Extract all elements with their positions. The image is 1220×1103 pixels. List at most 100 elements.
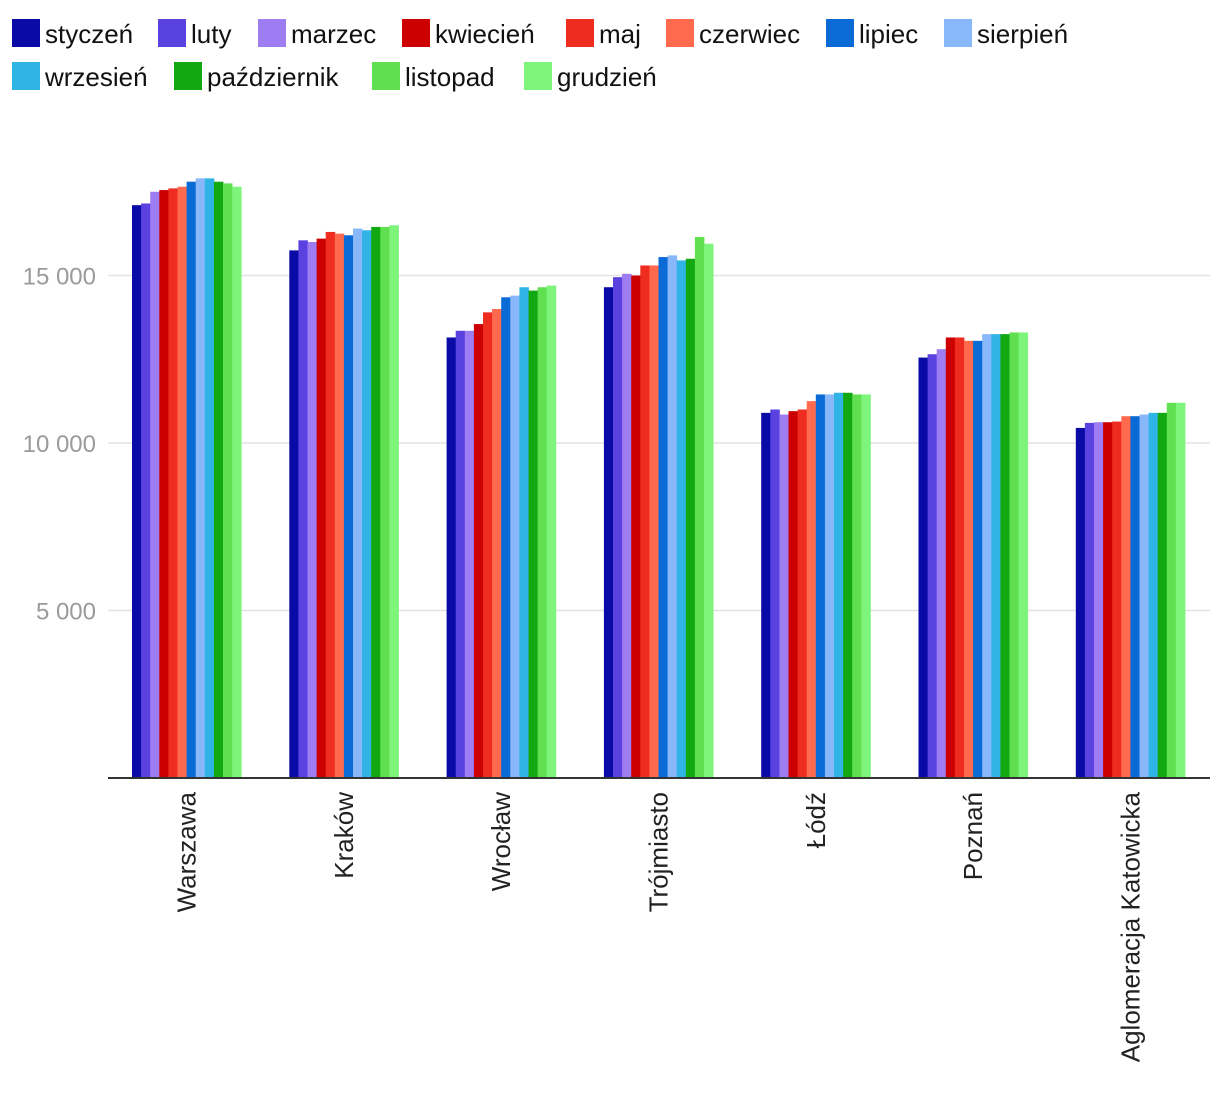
bar-warszawa-kwiecien[interactable] [159,190,169,778]
bar-poznan-grudzien[interactable] [1018,332,1029,778]
bar-aglomeracja-katowicka-kwiecien[interactable] [1103,422,1113,778]
bar-lodz-maj[interactable] [797,409,808,779]
legend-item-marzec[interactable]: marzec [258,19,376,49]
legend-item-wrzesien[interactable]: wrzesień [12,62,148,92]
bar-trojmiasto-maj[interactable] [640,265,650,778]
bar-trojmiasto-grudzien[interactable] [704,243,714,779]
bar-lodz-kwiecien[interactable] [788,411,799,778]
legend-item-styczen[interactable]: styczeń [12,19,133,49]
legend-item-grudzien[interactable]: grudzień [524,62,657,92]
bar-warszawa-wrzesien[interactable] [204,178,215,779]
bar-warszawa-lipiec[interactable] [186,181,197,778]
bar-wroclaw-lipiec[interactable] [501,297,511,778]
bar-poznan-pazdziernik[interactable] [1000,334,1010,778]
bar-lodz-luty[interactable] [770,409,780,779]
bar-aglomeracja-katowicka-sierpien[interactable] [1139,414,1150,778]
bar-krakow-wrzesien[interactable] [362,230,372,778]
bar-warszawa-czerwiec[interactable] [177,186,188,779]
legend-item-pazdziernik[interactable]: październik [174,62,340,92]
bar-lodz-sierpien[interactable] [824,394,835,778]
legend-item-czerwiec[interactable]: czerwiec [666,19,800,49]
bar-wroclaw-czerwiec[interactable] [492,309,502,778]
bar-trojmiasto-luty[interactable] [613,277,623,778]
bar-lodz-styczen[interactable] [761,412,771,778]
bar-group-aglomeracja-katowicka [1075,402,1186,778]
legend-item-listopad[interactable]: listopad [372,62,495,92]
bar-krakow-grudzien[interactable] [389,225,399,778]
bar-warszawa-luty[interactable] [141,203,151,779]
bar-poznan-maj[interactable] [954,337,965,778]
bar-aglomeracja-katowicka-grudzien[interactable] [1175,402,1186,778]
bar-warszawa-grudzien[interactable] [232,186,242,779]
bar-poznan-kwiecien[interactable] [945,337,956,778]
bar-lodz-marzec[interactable] [779,414,789,778]
bar-wroclaw-sierpien[interactable] [510,295,520,778]
bar-trojmiasto-kwiecien[interactable] [631,275,641,779]
bar-warszawa-listopad[interactable] [223,183,233,778]
bar-trojmiasto-czerwiec[interactable] [649,265,659,778]
bar-krakow-luty[interactable] [298,240,308,778]
bar-trojmiasto-styczen[interactable] [603,287,614,778]
bar-lodz-pazdziernik[interactable] [843,392,853,778]
bar-krakow-lipiec[interactable] [343,235,354,779]
legend-item-maj[interactable]: maj [566,19,641,49]
bar-poznan-marzec[interactable] [936,349,947,778]
bar-wroclaw-luty[interactable] [455,330,466,778]
bar-warszawa-styczen[interactable] [132,205,142,778]
bar-trojmiasto-sierpien[interactable] [667,255,678,778]
bar-aglomeracja-katowicka-listopad[interactable] [1166,402,1177,778]
bar-trojmiasto-marzec[interactable] [622,273,632,778]
legend-item-lipiec[interactable]: lipiec [826,19,918,49]
bar-trojmiasto-wrzesien[interactable] [676,260,687,778]
bar-aglomeracja-katowicka-wrzesien[interactable] [1148,412,1159,778]
bar-lodz-wrzesien[interactable] [834,392,844,778]
bar-krakow-maj[interactable] [325,231,336,778]
bar-warszawa-maj[interactable] [168,188,178,778]
bar-aglomeracja-katowicka-maj[interactable] [1112,421,1122,778]
bar-wroclaw-wrzesien[interactable] [519,287,529,778]
bar-krakow-sierpien[interactable] [353,228,363,779]
bar-aglomeracja-katowicka-lipiec[interactable] [1130,416,1140,778]
bar-krakow-listopad[interactable] [380,226,390,779]
bar-trojmiasto-lipiec[interactable] [658,257,669,778]
bar-warszawa-pazdziernik[interactable] [213,181,224,778]
bar-wroclaw-maj[interactable] [483,312,493,778]
bar-lodz-listopad[interactable] [852,394,862,778]
bar-aglomeracja-katowicka-pazdziernik[interactable] [1157,412,1168,778]
bar-lodz-grudzien[interactable] [861,394,871,778]
legend-swatch [524,62,552,90]
bar-poznan-sierpien[interactable] [982,334,992,778]
bar-krakow-styczen[interactable] [289,250,299,778]
legend-item-luty[interactable]: luty [158,19,231,49]
bar-aglomeracja-katowicka-marzec[interactable] [1094,422,1104,778]
bar-wroclaw-listopad[interactable] [537,287,548,778]
bar-aglomeracja-katowicka-luty[interactable] [1084,422,1095,778]
legend-item-kwiecien[interactable]: kwiecień [402,19,535,49]
bar-lodz-czerwiec[interactable] [806,401,817,778]
bar-wroclaw-grudzien[interactable] [546,285,557,778]
bar-wroclaw-marzec[interactable] [464,330,475,778]
bar-poznan-styczen[interactable] [918,357,929,778]
bar-krakow-pazdziernik[interactable] [371,226,381,779]
bar-poznan-luty[interactable] [927,354,938,778]
bar-wroclaw-pazdziernik[interactable] [528,290,539,778]
bar-trojmiasto-pazdziernik[interactable] [685,258,696,778]
bar-warszawa-sierpien[interactable] [195,178,206,779]
bar-poznan-listopad[interactable] [1009,332,1020,778]
bar-lodz-lipiec[interactable] [815,394,826,778]
bar-krakow-marzec[interactable] [307,242,318,778]
bar-aglomeracja-katowicka-styczen[interactable] [1075,427,1086,778]
bar-wroclaw-kwiecien[interactable] [473,324,484,778]
legend-item-sierpien[interactable]: sierpień [944,19,1068,49]
bar-poznan-lipiec[interactable] [973,340,983,778]
bar-wroclaw-styczen[interactable] [446,337,457,778]
bar-krakow-kwiecien[interactable] [316,238,327,778]
y-tick-label: 15 000 [23,264,96,291]
bar-poznan-czerwiec[interactable] [964,340,974,778]
bar-poznan-wrzesien[interactable] [991,334,1001,778]
bar-aglomeracja-katowicka-czerwiec[interactable] [1121,416,1131,778]
bar-krakow-czerwiec[interactable] [334,233,345,778]
bar-warszawa-marzec[interactable] [150,191,160,778]
legend-label: listopad [405,62,495,92]
bar-trojmiasto-listopad[interactable] [694,236,705,779]
